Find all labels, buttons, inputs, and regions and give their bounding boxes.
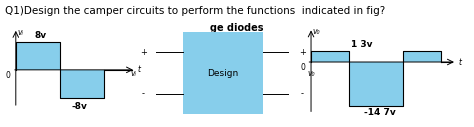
Text: -: -	[301, 89, 304, 98]
Text: 8v: 8v	[35, 31, 47, 40]
Text: vᵢ: vᵢ	[17, 28, 23, 37]
Text: v₀: v₀	[308, 69, 316, 77]
Text: v₀: v₀	[312, 27, 320, 36]
Text: t: t	[137, 65, 140, 74]
Text: +: +	[299, 48, 306, 57]
Text: +: +	[140, 48, 146, 57]
Text: 1 3v: 1 3v	[351, 41, 373, 49]
Bar	[349, 62, 403, 106]
Bar	[403, 51, 441, 62]
Text: -14 7v: -14 7v	[364, 108, 396, 117]
Text: Q1)Design the camper circuits to perform the functions  indicated in fig?: Q1)Design the camper circuits to perform…	[5, 6, 385, 16]
Bar	[60, 70, 104, 98]
Text: Design: Design	[207, 69, 238, 77]
Text: 0: 0	[6, 71, 11, 80]
Text: -8v: -8v	[71, 102, 87, 111]
Text: -: -	[142, 89, 145, 98]
Bar	[183, 32, 263, 114]
Text: ge diodes: ge diodes	[210, 23, 264, 33]
Text: vᵢ: vᵢ	[131, 69, 137, 77]
Bar	[311, 51, 349, 62]
Text: 0: 0	[300, 63, 305, 72]
Bar	[16, 42, 60, 70]
Text: t: t	[458, 58, 461, 67]
